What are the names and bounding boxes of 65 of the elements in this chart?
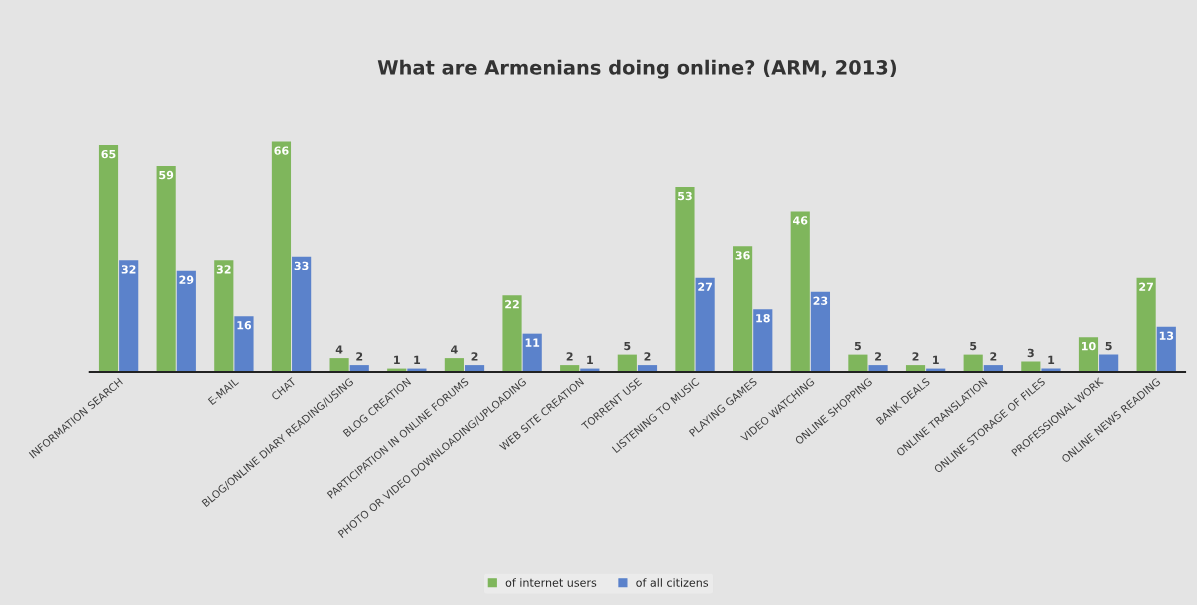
bar (675, 187, 695, 373)
bar (1099, 354, 1119, 373)
data-label: 29 (179, 275, 194, 285)
data-label: 2 (471, 352, 478, 361)
data-label: 2 (356, 352, 363, 361)
bar (444, 358, 464, 373)
data-label: 2 (644, 352, 651, 361)
data-label: 1 (394, 355, 400, 364)
data-label: 11 (525, 338, 540, 347)
bar (1156, 326, 1176, 373)
data-label: 4 (451, 345, 458, 354)
bar (695, 277, 715, 373)
bar (214, 260, 234, 373)
data-label: 2 (990, 352, 997, 361)
data-label: 2 (566, 352, 573, 361)
data-label: 5 (854, 341, 861, 351)
bar (617, 354, 637, 373)
bar (271, 141, 292, 373)
data-label: 1 (414, 355, 421, 364)
data-label: 27 (1139, 282, 1153, 291)
data-label: 18 (756, 314, 770, 323)
bar (292, 256, 312, 373)
data-label: 2 (875, 352, 881, 361)
data-label: 65 (101, 149, 116, 159)
data-label: 3 (1027, 348, 1034, 358)
data-label: 36 (735, 251, 750, 260)
bar (156, 166, 176, 373)
bar (98, 145, 119, 373)
data-label: 46 (793, 216, 808, 225)
data-label: 53 (678, 191, 692, 201)
data-label: 10 (1082, 341, 1096, 351)
data-label: 5 (624, 341, 631, 351)
bar (733, 246, 753, 373)
data-label: 22 (505, 300, 519, 309)
bar (1136, 277, 1156, 373)
data-label: 27 (698, 282, 712, 291)
data-label: 1 (933, 355, 939, 364)
bar (848, 354, 868, 373)
bar (810, 291, 831, 373)
bar (753, 309, 773, 373)
data-label: 4 (335, 345, 343, 354)
bar (176, 270, 196, 373)
data-label: 32 (216, 265, 231, 274)
data-label: 16 (237, 321, 252, 330)
data-label: 1 (587, 355, 593, 364)
data-label: 1 (1048, 355, 1055, 364)
bar (868, 365, 888, 373)
bar (234, 316, 254, 373)
bar (963, 354, 983, 373)
chart-title: What are Armenians doing online? (ARM, 2013) (377, 59, 897, 79)
data-label: 13 (1159, 331, 1174, 340)
bar (790, 211, 810, 373)
data-label: 66 (274, 146, 289, 155)
data-label: 33 (294, 261, 309, 271)
bar (502, 295, 522, 373)
legend-label: of all citizens (636, 578, 709, 587)
data-label: 32 (121, 265, 136, 274)
data-label: 2 (912, 352, 919, 361)
data-label: 23 (813, 296, 828, 305)
data-label: 5 (1105, 341, 1112, 351)
data-label: 59 (159, 170, 174, 180)
data-label: 5 (970, 341, 977, 351)
bar (329, 358, 349, 373)
legend-label: of internet users (505, 578, 597, 587)
bar (119, 260, 139, 373)
